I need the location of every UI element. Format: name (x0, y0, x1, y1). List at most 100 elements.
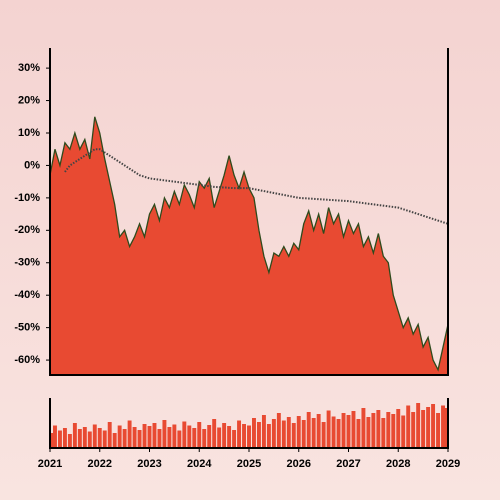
volume-bar (247, 425, 251, 448)
volume-bar (137, 430, 142, 448)
x-tick-label: 2028 (386, 458, 410, 470)
area (50, 116, 448, 376)
volume-bar (436, 413, 441, 448)
volume-bar (291, 423, 296, 448)
axis-frame (49, 398, 449, 449)
x-tick-label: 2023 (137, 458, 161, 470)
volume-bar (396, 409, 401, 448)
x-tick-label: 2021 (38, 458, 62, 470)
volume-bar (57, 430, 62, 448)
volume-bar (401, 415, 406, 448)
volume-bar (62, 428, 67, 448)
volume-bar (381, 418, 386, 448)
volume-bar (426, 407, 431, 448)
volume-bar (361, 408, 366, 448)
volume-bar (266, 424, 271, 448)
volume-bar (142, 424, 147, 448)
volume-bar (232, 430, 237, 448)
volume-bar (376, 410, 381, 448)
volume-bar (97, 428, 102, 448)
volume-bar (431, 404, 436, 448)
volume-bar (301, 420, 306, 448)
volume-bar (117, 425, 122, 448)
volume-bar (336, 419, 341, 448)
volume-bar (346, 415, 351, 448)
volume-bar (50, 433, 54, 448)
volume-bar (157, 429, 162, 448)
x-tick-label: 2029 (436, 458, 460, 470)
volume-bar (252, 418, 256, 448)
volume-bar (351, 411, 356, 448)
volume-bar (227, 426, 232, 448)
volume-bar (147, 426, 152, 448)
volume-bar (217, 427, 222, 448)
y-tick-label: -20% (14, 224, 40, 236)
volume-bar (152, 423, 157, 448)
x-tick-label: 2025 (237, 458, 261, 470)
x-tick-label: 2027 (336, 458, 360, 470)
volume-bar (102, 430, 107, 448)
volume-bar (162, 420, 167, 448)
volume-bar (237, 420, 242, 448)
volume-bar (411, 412, 416, 448)
volume-bar (326, 410, 331, 448)
volume-bar (416, 403, 421, 448)
y-tick-label: -60% (14, 354, 40, 366)
volume-bar (386, 412, 391, 448)
volume-bar (311, 418, 316, 448)
volume-bar (72, 423, 77, 448)
y-tick-label: -10% (14, 192, 40, 204)
volume-bar (192, 428, 197, 448)
volume-bar (197, 422, 202, 448)
volume-bar (256, 422, 261, 448)
volume-bar (167, 427, 172, 448)
volume-bar (316, 414, 321, 448)
volume-bar (306, 412, 311, 448)
volume-bar (207, 425, 212, 448)
volume-bar (242, 424, 246, 448)
y-tick-label: 10% (18, 127, 40, 139)
volume-bar (177, 430, 182, 448)
volume-bar (406, 405, 411, 448)
y-tick-label: -50% (14, 322, 40, 334)
volume-bar (82, 427, 87, 448)
y-tick-label: 30% (18, 62, 40, 74)
volume-bar (444, 408, 448, 448)
y-tick-label: 20% (18, 94, 40, 106)
volume-bar (212, 419, 217, 448)
volume-bar (286, 417, 291, 448)
x-tick-label: 2022 (88, 458, 112, 470)
y-tick-label: -40% (14, 289, 40, 301)
volume-bar (172, 424, 177, 448)
volume-bar (331, 416, 336, 448)
axis-frame (49, 48, 449, 376)
volume-bar (127, 420, 132, 448)
volume-bar (182, 421, 187, 448)
volume-bar (92, 424, 97, 448)
volume-bar (276, 413, 281, 448)
volume-bar (77, 429, 82, 448)
volume-bar (202, 429, 207, 448)
volume-bar (122, 429, 127, 448)
volume-bar (112, 433, 117, 448)
volume-bar (391, 414, 396, 448)
y-tick-label: -30% (14, 257, 40, 269)
volume-bar (53, 425, 57, 448)
y-tick-label: 0% (24, 159, 40, 171)
volume-bar (281, 420, 286, 448)
volume-bar (87, 431, 92, 448)
area-line (49, 116, 449, 372)
x-tick-label: 2024 (187, 458, 212, 470)
volume-bar (421, 410, 426, 448)
volume-bar (341, 413, 346, 448)
volume-bar (261, 415, 266, 448)
volume-bar (132, 427, 137, 448)
volume-bar (187, 425, 192, 448)
x-tick-label: 2026 (287, 458, 311, 470)
volume-bar (366, 417, 371, 448)
volume-bar (371, 413, 376, 448)
volume-bar (356, 419, 361, 448)
volume-bar (296, 416, 301, 448)
